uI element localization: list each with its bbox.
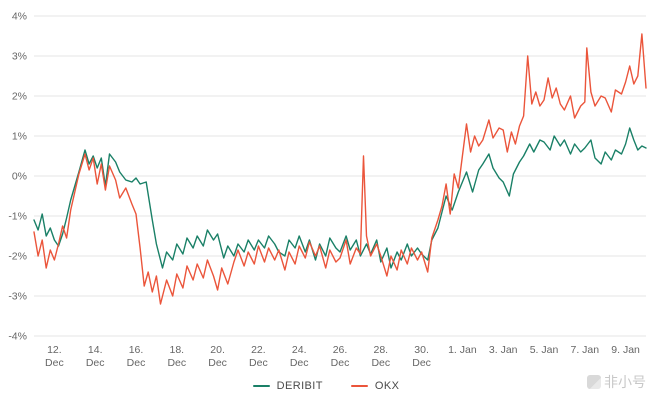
x-tick-label: Dec [208,357,227,368]
okx-legend-marker-icon [350,385,368,387]
y-tick-label: 0% [12,171,27,183]
y-tick-label: 2% [12,91,27,103]
x-tick-label: Dec [167,357,186,368]
legend-item-okx[interactable]: OKX [350,380,400,392]
deribit-legend-marker-icon [252,385,270,387]
watermark-logo-icon [587,375,601,389]
y-tick-label: -2% [8,251,27,263]
x-tick-label: 26. [333,344,348,356]
x-tick-label: 12. [47,344,62,356]
legend-label-deribit: DERIBIT [276,380,323,392]
watermark: 非小号 [587,372,646,392]
y-tick-label: 1% [12,131,27,143]
x-tick-label: Dec [249,357,268,368]
x-tick-label: Dec [127,357,146,368]
legend-label-okx: OKX [374,380,400,392]
x-tick-label: Dec [371,357,390,368]
x-tick-label: 18. [169,344,184,356]
x-tick-label: 3. Jan [489,344,518,356]
x-tick-label: 24. [292,344,307,356]
y-tick-label: 3% [12,51,27,63]
x-tick-label: 20. [210,344,225,356]
y-tick-label: -3% [8,291,27,303]
x-tick-label: Dec [86,357,105,368]
x-tick-label: 9. Jan [611,344,640,356]
x-tick-label: 7. Jan [570,344,599,356]
x-tick-label: Dec [290,357,309,368]
x-tick-label: Dec [412,357,431,368]
series-line-deribit [33,127,647,269]
x-tick-label: Dec [331,357,350,368]
x-tick-label: 22. [251,344,266,356]
y-tick-label: 4% [12,11,27,23]
watermark-text: 非小号 [604,374,646,390]
chart-canvas: 4%3%2%1%0%-1%-2%-3%-4%12.Dec14.Dec16.Dec… [8,11,647,369]
x-tick-label: 16. [129,344,144,356]
x-tick-label: 1. Jan [448,344,477,356]
x-tick-label: 30. [414,344,429,356]
legend-item-deribit[interactable]: DERIBIT [252,380,323,392]
x-tick-label: Dec [45,357,64,368]
x-tick-label: 28. [373,344,388,356]
y-tick-label: -4% [8,331,27,343]
y-tick-label: -1% [8,211,27,223]
x-tick-label: 14. [88,344,103,356]
x-tick-label: 5. Jan [530,344,559,356]
series-line-okx [33,33,647,305]
chart-legend: DERIBIT OKX [0,380,652,392]
